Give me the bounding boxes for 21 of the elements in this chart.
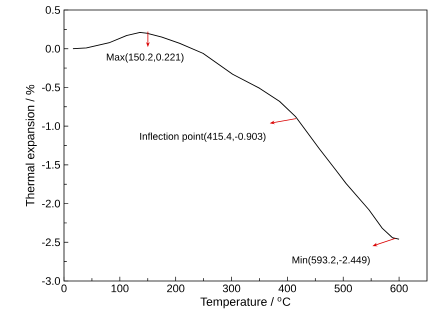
y-tick-label: -2.5 [42,238,60,246]
y-tick-label: -1.0 [42,122,60,130]
y-tick-label: 0.5 [46,6,60,14]
y-tick-label: -2.0 [42,200,60,208]
y-tick-label: -0.5 [42,84,60,92]
x-tick-label: 300 [222,284,240,292]
annotation: Min(593.2,-2.449) [292,256,370,266]
annotation: Inflection point(415.4,-0.903) [140,132,266,142]
x-tick-label: 200 [167,284,184,292]
y-axis-title: Thermal expansion / % [26,84,37,206]
annotation: Max(150.2,0.221) [106,53,184,63]
line-series [72,32,400,240]
x-tick-label: 0 [61,284,67,292]
y-tick-label: -1.5 [42,161,60,169]
x-tick-label: 500 [334,284,352,292]
x-axis-title: Temperature / $^{o}$C [200,297,290,308]
x-tick-label: 400 [278,284,296,292]
x-tick-label: 100 [112,284,129,292]
y-tick-label: -3.0 [42,277,60,285]
y-tick-label: 0.0 [46,44,60,53]
x-tick-label: 600 [390,284,408,292]
